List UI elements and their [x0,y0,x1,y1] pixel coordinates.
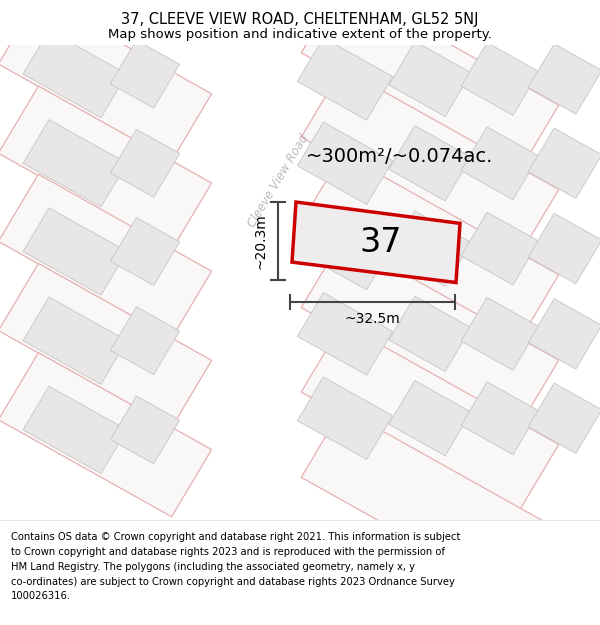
Polygon shape [528,383,600,453]
Polygon shape [0,86,212,250]
Polygon shape [298,377,392,459]
Polygon shape [23,297,127,384]
Polygon shape [461,298,539,370]
Polygon shape [110,129,179,198]
Polygon shape [301,68,559,258]
Text: ~20.3m: ~20.3m [254,213,268,269]
Text: to Crown copyright and database rights 2023 and is reproduced with the permissio: to Crown copyright and database rights 2… [11,548,445,558]
Text: ~300m²/~0.074ac.: ~300m²/~0.074ac. [307,147,494,166]
Polygon shape [389,381,471,456]
Polygon shape [301,154,559,344]
Polygon shape [23,386,127,474]
Polygon shape [292,202,460,282]
Text: Cleeve View Road: Cleeve View Road [245,132,311,229]
Polygon shape [23,208,127,295]
Text: 37, CLEEVE VIEW ROAD, CHELTENHAM, GL52 5NJ: 37, CLEEVE VIEW ROAD, CHELTENHAM, GL52 5… [121,12,479,27]
Polygon shape [298,208,392,290]
Polygon shape [301,409,559,599]
Polygon shape [528,213,600,284]
Text: 37: 37 [360,226,402,259]
Polygon shape [389,126,471,201]
Polygon shape [461,213,539,285]
Polygon shape [461,42,539,115]
Polygon shape [0,264,212,428]
Polygon shape [0,174,212,338]
Polygon shape [298,292,392,375]
Polygon shape [301,323,559,513]
Polygon shape [528,299,600,369]
Polygon shape [389,296,471,371]
Text: Contains OS data © Crown copyright and database right 2021. This information is : Contains OS data © Crown copyright and d… [11,532,460,542]
Polygon shape [110,40,179,108]
Polygon shape [110,307,179,374]
Polygon shape [0,352,212,517]
Polygon shape [301,0,559,174]
Polygon shape [461,382,539,454]
Polygon shape [110,396,179,464]
Text: HM Land Registry. The polygons (including the associated geometry, namely x, y: HM Land Registry. The polygons (includin… [11,562,415,572]
Polygon shape [110,217,179,286]
Polygon shape [23,31,127,118]
Polygon shape [461,127,539,199]
Polygon shape [298,122,392,204]
Polygon shape [301,239,559,429]
Polygon shape [528,44,600,114]
Text: ~32.5m: ~32.5m [344,312,400,326]
Polygon shape [389,41,471,116]
Text: 100026316.: 100026316. [11,591,71,601]
Text: Map shows position and indicative extent of the property.: Map shows position and indicative extent… [108,28,492,41]
Polygon shape [23,119,127,207]
Polygon shape [389,211,471,286]
Polygon shape [298,38,392,120]
Text: co-ordinates) are subject to Crown copyright and database rights 2023 Ordnance S: co-ordinates) are subject to Crown copyr… [11,576,455,586]
Polygon shape [528,128,600,198]
Polygon shape [0,0,212,161]
